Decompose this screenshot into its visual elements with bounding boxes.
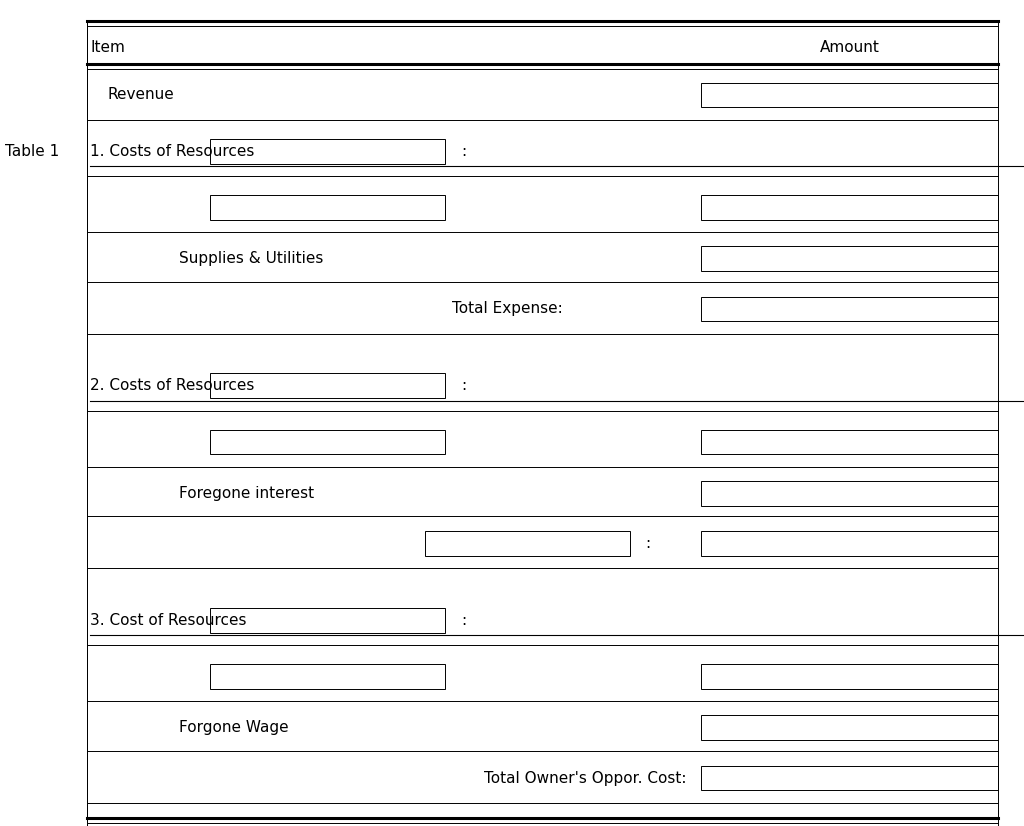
Text: :: : [461,378,466,393]
Text: Total Owner's Oppor. Cost:: Total Owner's Oppor. Cost: [483,771,686,786]
Bar [210,373,445,398]
Text: Total Expense:: Total Expense: [453,301,563,316]
Bar [210,195,445,220]
Bar [210,608,445,633]
Text: Item: Item [90,40,125,55]
Bar [701,83,998,107]
Text: Supplies & Utilities: Supplies & Utilities [179,251,324,266]
Bar [210,430,445,454]
Text: Table 1: Table 1 [5,144,59,159]
Text: 3. Cost of Resources: 3. Cost of Resources [90,613,247,628]
Bar [701,664,998,689]
Text: 2. Costs of Resources: 2. Costs of Resources [90,378,255,393]
Text: Foregone interest: Foregone interest [179,486,314,501]
Bar [701,715,998,740]
Bar [701,430,998,454]
Bar [701,481,998,506]
Bar [425,531,630,556]
Bar [701,195,998,220]
Bar [701,246,998,271]
Bar [210,664,445,689]
Text: Amount: Amount [820,40,880,55]
Bar [701,531,998,556]
Text: Revenue: Revenue [108,88,174,102]
Text: :: : [461,613,466,628]
Text: Forgone Wage: Forgone Wage [179,720,289,735]
Bar [701,297,998,321]
Text: :: : [645,536,650,551]
Bar [210,139,445,164]
Bar [701,766,998,790]
Text: 1. Costs of Resources: 1. Costs of Resources [90,144,255,159]
Text: :: : [461,144,466,159]
